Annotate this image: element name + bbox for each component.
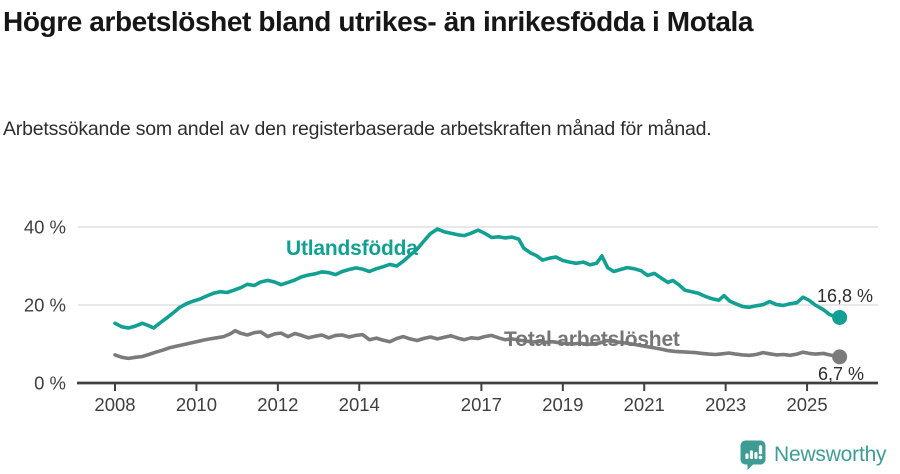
x-axis-tick-label: 2023: [705, 394, 746, 415]
newsworthy-brand-text: Newsworthy: [774, 442, 887, 466]
chart-subtitle: Arbetssökande som andel av den registerb…: [3, 118, 712, 140]
x-axis-tick-label: 2019: [542, 394, 583, 415]
series-label-utlandsfodda: Utlandsfödda: [286, 237, 418, 260]
x-axis-tick-label: 2008: [94, 394, 135, 415]
newsworthy-logo-link[interactable]: Newsworthy: [739, 439, 887, 470]
series-label-total-arbetsloshet: Total arbetslöshet: [504, 328, 680, 351]
x-axis-tick-label: 2021: [624, 394, 665, 415]
x-axis-tick-label: 2012: [257, 394, 298, 415]
x-axis-tick-label: 2017: [461, 394, 502, 415]
y-axis-tick-label: 0 %: [34, 373, 66, 394]
x-axis-tick-label: 2025: [786, 394, 827, 415]
newsworthy-logo-icon: [740, 440, 766, 470]
x-axis-tick-label: 2014: [339, 394, 380, 415]
series-end-dot-0: [832, 309, 848, 325]
page-title: Högre arbetslöshet bland utrikes- än inr…: [3, 6, 754, 37]
series-line-1: [113, 328, 842, 361]
value-label-utlandsfodda: 16,8 %: [817, 286, 874, 306]
y-axis-tick-label: 20 %: [24, 295, 66, 316]
series-line-0: [113, 227, 842, 330]
series-end-dot-1: [832, 349, 848, 365]
y-axis-tick-label: 40 %: [24, 217, 66, 238]
value-label-total-arbetsloshet: 6,7 %: [818, 364, 865, 384]
x-axis-tick-label: 2010: [176, 394, 217, 415]
